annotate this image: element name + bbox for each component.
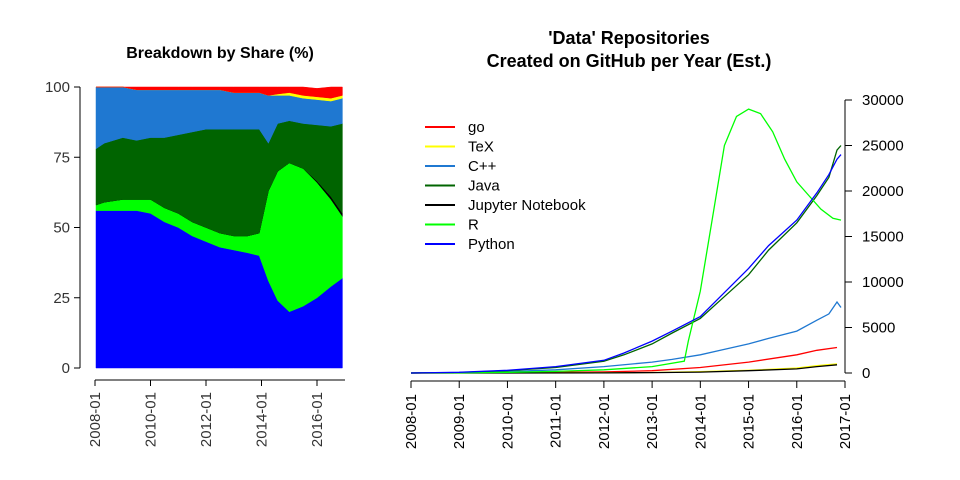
- y-tick-label: 25: [53, 290, 70, 307]
- y-tick-label: 20000: [862, 183, 904, 200]
- x-tick-label: 2010-01: [499, 394, 516, 449]
- y-tick-label: 10000: [862, 274, 904, 291]
- legend-label: Python: [468, 236, 515, 253]
- legend-label: Java: [468, 178, 500, 195]
- line-r: [410, 108, 842, 374]
- x-tick-label: 2008-01: [403, 394, 420, 449]
- y-tick-label: 0: [62, 360, 70, 377]
- chart-title-line-1: 'Data' Repositories: [548, 28, 710, 48]
- x-tick-label: 2015-01: [741, 394, 758, 449]
- area-go: [96, 86, 343, 99]
- repositories-axes: 0 5000 10000 15000 20000 25000 30000 2008-01 200…: [403, 92, 904, 449]
- x-tick-label: 2014-01: [254, 392, 271, 447]
- legend-label: TeX: [468, 139, 494, 156]
- y-tick-label: 0: [862, 365, 870, 382]
- legend-label: Jupyter Notebook: [468, 197, 586, 214]
- share-breakdown-chart: Breakdown by Share (%) 0 25 50 75 100 2008-01…: [45, 45, 345, 447]
- x-tick-label: 2013-01: [644, 394, 661, 449]
- y-tick-label: 25000: [862, 138, 904, 155]
- x-tick-label: 2012-01: [596, 394, 613, 449]
- x-tick-label: 2017-01: [837, 394, 854, 449]
- series-lines: [410, 108, 842, 374]
- x-tick-label: 2016-01: [309, 392, 326, 447]
- repositories-per-year-chart: 'Data' Repositories Created on GitHub pe…: [403, 28, 904, 449]
- line-jupyter-notebook: [410, 364, 838, 374]
- x-tick-label: 2009-01: [451, 394, 468, 449]
- line-c-: [410, 300, 842, 374]
- share-axes: 0 25 50 75 100 2008-01 2010-01 2012-01 2014-01 20…: [45, 79, 345, 447]
- y-tick-label: 100: [45, 79, 70, 96]
- legend-label: C++: [468, 158, 497, 175]
- y-tick-label: 30000: [862, 92, 904, 109]
- y-tick-label: 15000: [862, 229, 904, 246]
- x-tick-label: 2014-01: [692, 394, 709, 449]
- x-tick-label: 2011-01: [548, 394, 565, 448]
- y-tick-label: 75: [53, 149, 70, 166]
- stacked-areas: [95, 86, 343, 369]
- chart-title-line-2: Created on GitHub per Year (Est.): [487, 51, 772, 71]
- legend-label: go: [468, 119, 485, 136]
- x-tick-label: 2008-01: [87, 392, 104, 447]
- chart-title: Breakdown by Share (%): [126, 45, 314, 62]
- line-java: [410, 145, 842, 374]
- x-tick-label: 2010-01: [143, 392, 160, 447]
- x-tick-label: 2016-01: [789, 394, 806, 449]
- y-tick-label: 50: [53, 220, 70, 237]
- x-tick-label: 2012-01: [198, 392, 215, 447]
- legend-label: R: [468, 217, 479, 234]
- line-python: [410, 154, 842, 374]
- legend: go TeX C++ Java Jupyter Notebook R Python: [425, 119, 586, 253]
- y-tick-label: 5000: [862, 320, 895, 337]
